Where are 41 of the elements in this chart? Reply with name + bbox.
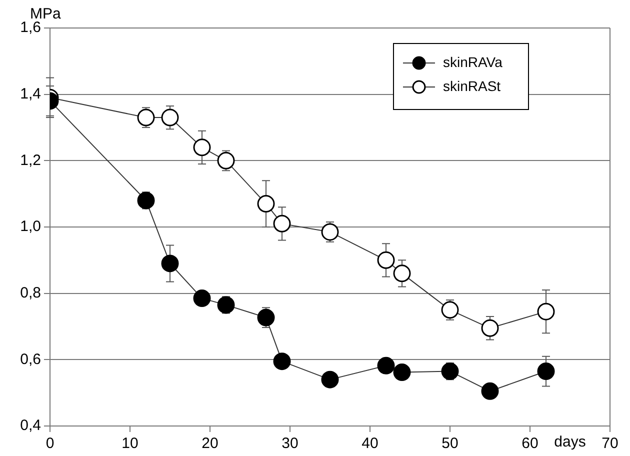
point xyxy=(393,264,411,282)
legend-label: skinRAVa xyxy=(443,54,503,70)
y-tick-label: 1,4 xyxy=(20,85,41,102)
point xyxy=(217,296,235,314)
y-tick-label: 0,6 xyxy=(20,350,41,368)
point xyxy=(137,108,155,126)
point xyxy=(193,290,211,308)
point xyxy=(161,108,179,126)
point xyxy=(441,301,459,319)
point xyxy=(441,362,459,380)
y-tick-label: 1,2 xyxy=(20,152,41,169)
x-tick-label: 0 xyxy=(46,435,54,452)
point xyxy=(273,214,291,232)
y-tick-label: 0,4 xyxy=(20,417,41,434)
y-tick-label: 1,0 xyxy=(20,218,41,236)
point xyxy=(481,382,499,400)
point xyxy=(193,138,211,156)
point xyxy=(537,302,555,320)
x-tick-label: 60 xyxy=(522,435,538,452)
y-tick-label: 0,8 xyxy=(20,284,41,302)
point xyxy=(137,192,155,210)
point xyxy=(273,352,291,370)
x-tick-label: 70 xyxy=(602,435,618,452)
x-tick-label: 20 xyxy=(202,435,218,452)
point xyxy=(393,364,411,382)
point xyxy=(377,251,395,269)
legend-label: skinRASt xyxy=(443,78,501,94)
point xyxy=(537,362,555,380)
x-tick-label: 30 xyxy=(282,435,298,452)
point xyxy=(377,356,395,374)
x-tick-label: 50 xyxy=(442,435,458,452)
point xyxy=(481,319,499,337)
x-tick-label: 40 xyxy=(362,435,378,452)
point xyxy=(217,152,235,170)
point xyxy=(161,254,179,272)
x-axis-title: days xyxy=(554,434,586,451)
point xyxy=(321,223,339,241)
point xyxy=(321,370,339,388)
point xyxy=(257,308,275,326)
x-tick-label: 10 xyxy=(122,435,138,452)
point xyxy=(257,195,275,213)
